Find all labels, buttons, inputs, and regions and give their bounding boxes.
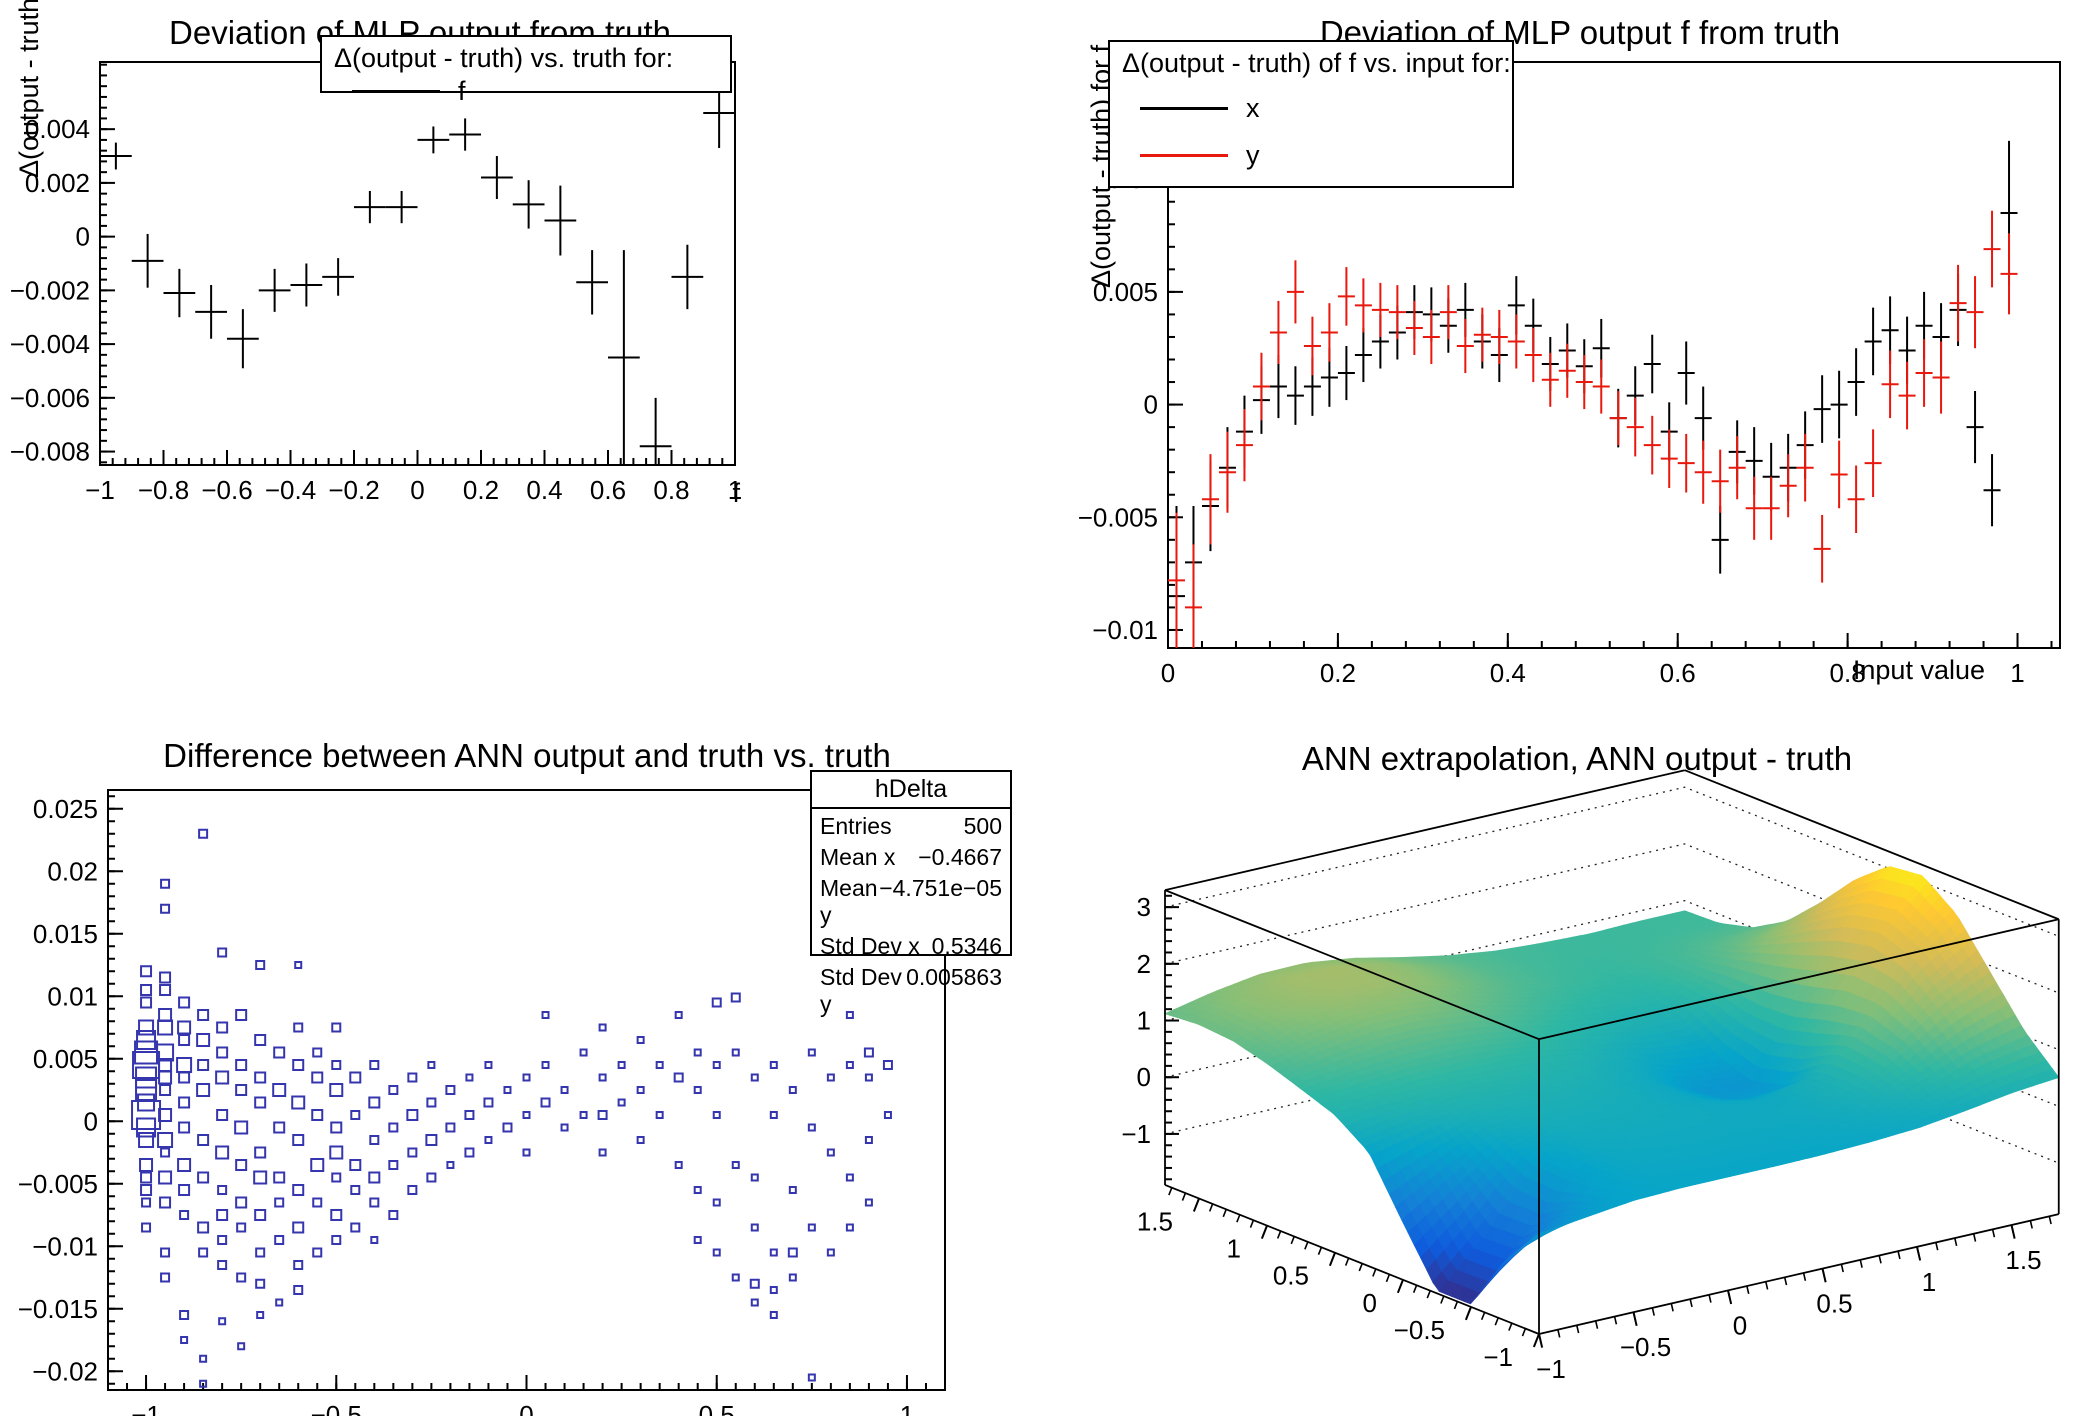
- svg-text:−0.01: −0.01: [32, 1231, 98, 1261]
- svg-text:0: 0: [76, 222, 90, 252]
- svg-text:0.2: 0.2: [463, 475, 499, 505]
- svg-text:0.02: 0.02: [47, 856, 98, 886]
- stats-title: hDelta: [812, 772, 1010, 809]
- svg-text:0.005: 0.005: [1093, 277, 1158, 307]
- pad-deviation-vs-truth[interactable]: −1 −0.8 −0.6 −0.4 −0.2 0 0.2 0.4 0.6 0.8 1 0.004 0.0…: [10, 61, 742, 505]
- svg-text:0.025: 0.025: [33, 794, 98, 824]
- svg-text:0.8: 0.8: [653, 475, 689, 505]
- legend-pad2[interactable]: Δ(output - truth) of f vs. input for: x …: [1108, 40, 1514, 188]
- svg-text:0: 0: [410, 475, 424, 505]
- svg-text:1: 1: [1227, 1234, 1241, 1264]
- stat-row-meanx: Mean x −0.4667: [820, 844, 1002, 870]
- svg-text:−0.002: −0.002: [10, 275, 90, 305]
- svg-text:1: 1: [2010, 658, 2024, 688]
- svg-text:−0.006: −0.006: [10, 383, 90, 413]
- svg-text:1: 1: [900, 1400, 914, 1416]
- svg-text:−0.008: −0.008: [10, 437, 90, 467]
- svg-text:0.4: 0.4: [1490, 658, 1526, 688]
- svg-text:0: 0: [519, 1400, 533, 1416]
- stat-row-meany: Mean y −4.751e−05: [820, 875, 1002, 928]
- svg-text:1: 1: [1922, 1267, 1936, 1297]
- svg-text:0: 0: [84, 1106, 98, 1136]
- svg-text:0.6: 0.6: [590, 475, 626, 505]
- svg-text:−1: −1: [1121, 1119, 1151, 1149]
- svg-text:−0.8: −0.8: [138, 475, 189, 505]
- svg-text:1.5: 1.5: [2005, 1245, 2041, 1275]
- y-axis-title-pad1: Δ(output - truth): [14, 0, 44, 178]
- stat-row-stddevx: Std Dev x 0.5346: [820, 933, 1002, 959]
- svg-text:0.6: 0.6: [1660, 658, 1696, 688]
- svg-text:−0.5: −0.5: [1620, 1332, 1671, 1362]
- legend-pad1-header: Δ(output - truth) vs. truth for:: [334, 43, 674, 73]
- svg-text:0.5: 0.5: [1816, 1289, 1852, 1319]
- legend-x-line-icon: [1140, 107, 1228, 110]
- svg-text:0: 0: [1733, 1310, 1747, 1340]
- svg-text:0.8: 0.8: [1830, 658, 1866, 688]
- svg-text:0.5: 0.5: [699, 1400, 735, 1416]
- legend-entry-f: f: [458, 76, 466, 106]
- svg-text:−0.4: −0.4: [265, 475, 316, 505]
- svg-text:0: 0: [1144, 390, 1158, 420]
- legend-pad1[interactable]: Δ(output - truth) vs. truth for: f: [320, 35, 732, 106]
- svg-text:−0.005: −0.005: [1078, 502, 1158, 532]
- legend-y-line-icon: [1140, 154, 1228, 157]
- svg-text:−0.5: −0.5: [311, 1400, 362, 1416]
- svg-text:−1: −1: [1536, 1354, 1566, 1384]
- stat-row-stddevy: Std Dev y 0.005863: [820, 964, 1002, 1017]
- svg-text:−0.005: −0.005: [18, 1169, 98, 1199]
- svg-text:3: 3: [1137, 892, 1151, 922]
- svg-text:0.4: 0.4: [526, 475, 562, 505]
- svg-text:0.5: 0.5: [1273, 1261, 1309, 1291]
- svg-text:−0.004: −0.004: [10, 329, 90, 359]
- svg-text:−0.01: −0.01: [1092, 615, 1158, 645]
- svg-text:0.2: 0.2: [1320, 658, 1356, 688]
- svg-text:0: 0: [1363, 1288, 1377, 1318]
- x-axis-title-pad2: Input value: [1852, 655, 1985, 685]
- svg-text:0.004: 0.004: [25, 114, 90, 144]
- pad-hdelta-boxplot[interactable]: −1 −0.5 0 0.5 1 0.025 0.02 0.015 0.01 0.005 0 −0.00…: [18, 789, 946, 1416]
- svg-text:−1: −1: [1483, 1342, 1513, 1372]
- title-pad4: ANN extrapolation, ANN output - truth: [1301, 740, 1853, 777]
- svg-text:0.005: 0.005: [33, 1044, 98, 1074]
- svg-text:−0.015: −0.015: [18, 1294, 98, 1324]
- legend-entry-y: y: [1246, 140, 1260, 170]
- svg-text:1: 1: [728, 475, 742, 505]
- svg-text:−0.5: −0.5: [1394, 1315, 1445, 1345]
- svg-text:0: 0: [1137, 1062, 1151, 1092]
- svg-text:−1: −1: [131, 1400, 161, 1416]
- legend-f-line-icon: [352, 90, 440, 93]
- stats-box-hdelta[interactable]: hDelta Entries 500 Mean x −0.4667 Mean y −4…: [810, 770, 1012, 1017]
- legend-pad2-header: Δ(output - truth) of f vs. input for:: [1122, 48, 1511, 78]
- legend-entry-x: x: [1246, 93, 1260, 123]
- svg-text:−0.2: −0.2: [328, 475, 379, 505]
- x-axis-title-pad1: f: [732, 478, 740, 508]
- title-pad3: Difference between ANN output and truth …: [163, 737, 891, 774]
- svg-text:0.015: 0.015: [33, 919, 98, 949]
- svg-text:−0.6: −0.6: [201, 475, 252, 505]
- stat-row-entries: Entries 500: [820, 813, 1002, 839]
- svg-text:0: 0: [1161, 658, 1175, 688]
- svg-text:0.002: 0.002: [25, 168, 90, 198]
- svg-text:−0.02: −0.02: [32, 1356, 98, 1386]
- svg-text:2: 2: [1137, 949, 1151, 979]
- pad-ann-surface[interactable]: 3 2 1 0 −1 1.5 1 0.5 0 −0.5 −1 −1 −0.5 0 0.5 1 1.5: [1121, 769, 2060, 1384]
- svg-text:0.01: 0.01: [47, 981, 98, 1011]
- svg-text:1.5: 1.5: [1137, 1207, 1173, 1237]
- svg-text:−1: −1: [85, 475, 115, 505]
- svg-text:1: 1: [1137, 1006, 1151, 1036]
